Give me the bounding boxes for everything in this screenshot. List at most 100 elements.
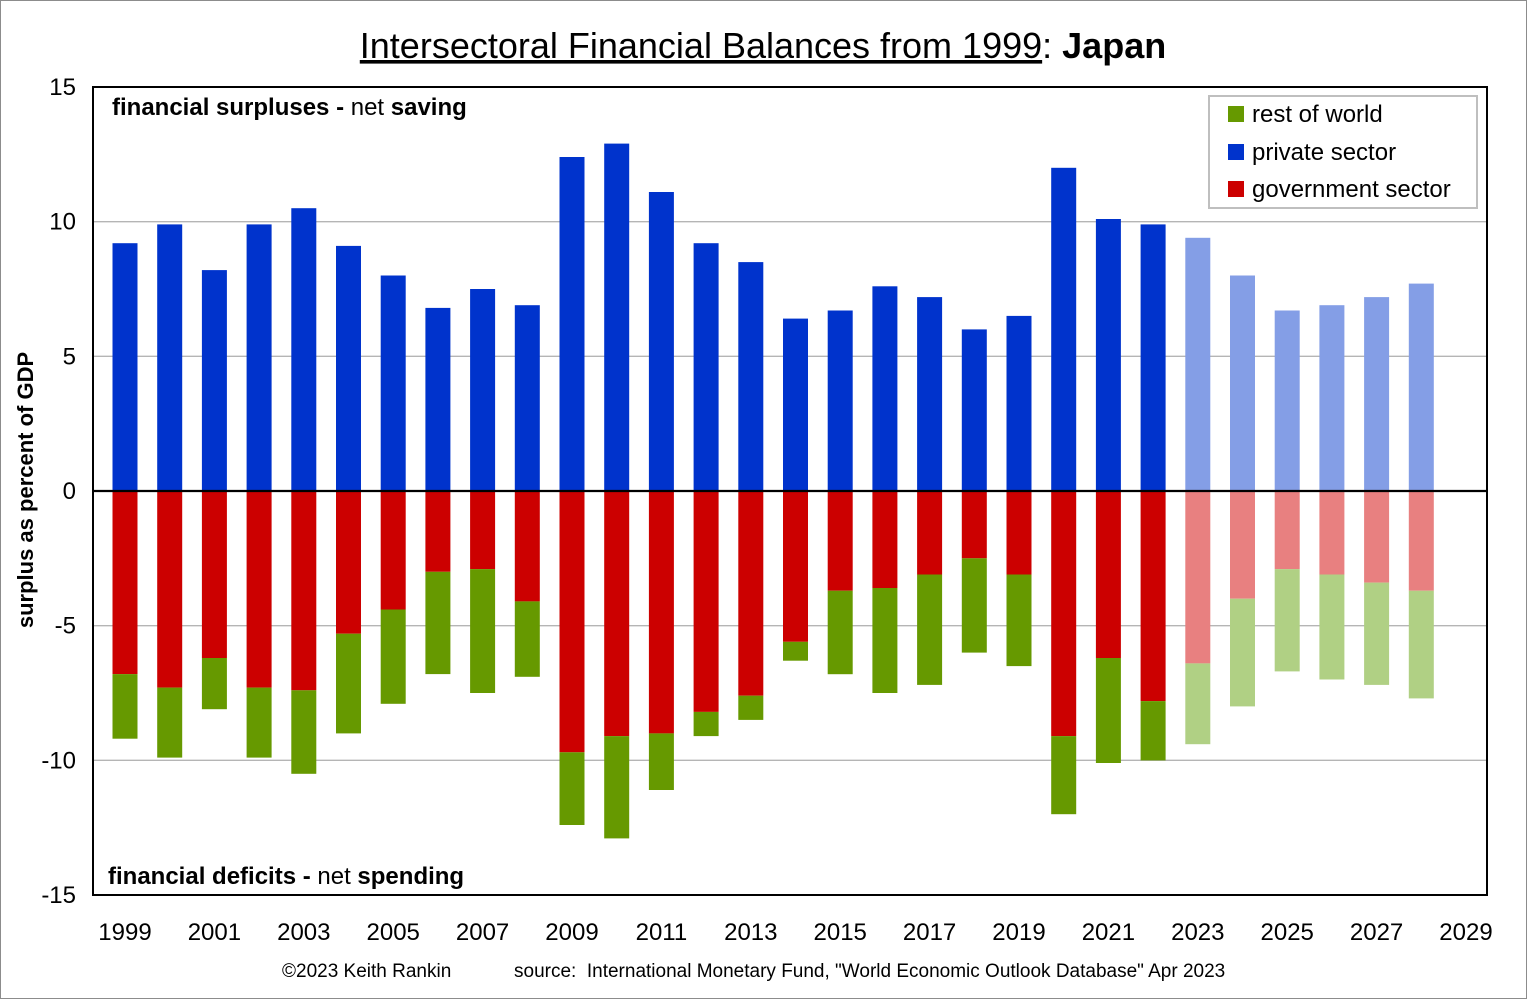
legend-label-private-sector: private sector [1252, 139, 1396, 166]
bar-government-sector-2023 [1185, 491, 1211, 664]
bar-government-sector-2000 [157, 491, 183, 688]
bar-rest-of-world-2003 [291, 690, 317, 774]
footer-source: source: International Monetary Fund, "Wo… [514, 961, 1225, 982]
y-tick-label: 10 [49, 209, 76, 236]
x-tick-label: 2007 [456, 919, 509, 946]
bar-private-sector-2012 [693, 243, 719, 491]
bar-private-sector-2010 [604, 143, 630, 491]
bar-rest-of-world-2015 [827, 590, 853, 675]
annotation-top-dash: - [329, 94, 350, 121]
bar-rest-of-world-2000 [157, 687, 183, 758]
x-tick-label: 2023 [1171, 919, 1224, 946]
bar-government-sector-2019 [1006, 491, 1032, 575]
annotation-bottom-plain: net [317, 863, 357, 890]
y-tick-labels: 15 10 5 0 -5 -10 -15 [41, 74, 76, 909]
bar-rest-of-world-2016 [872, 588, 898, 693]
legend-swatch-government-sector [1228, 181, 1244, 197]
bar-private-sector-2005 [380, 275, 406, 491]
bar-rest-of-world-2005 [380, 609, 406, 704]
annotation-bottom-bold2: spending [357, 863, 464, 890]
bar-government-sector-2027 [1364, 491, 1390, 583]
x-tick-label: 2013 [724, 919, 777, 946]
bar-government-sector-2021 [1095, 491, 1121, 658]
bar-government-sector-2028 [1408, 491, 1434, 591]
bar-government-sector-1999 [112, 491, 138, 675]
x-tick-label: 2001 [188, 919, 241, 946]
bar-private-sector-2027 [1364, 297, 1390, 491]
bar-rest-of-world-2006 [425, 571, 451, 675]
bar-private-sector-2003 [291, 208, 317, 491]
bar-rest-of-world-2019 [1006, 574, 1032, 667]
bar-government-sector-2001 [201, 491, 227, 658]
bar-rest-of-world-2028 [1408, 590, 1434, 699]
y-tick-label: -15 [41, 882, 76, 909]
annotation-top-bold2: saving [391, 94, 467, 121]
bar-government-sector-2009 [559, 491, 585, 753]
bar-rest-of-world-2002 [246, 687, 272, 758]
bar-private-sector-2011 [648, 192, 674, 491]
bar-rest-of-world-2011 [648, 733, 674, 790]
bar-private-sector-2022 [1140, 224, 1166, 491]
bar-government-sector-2015 [827, 491, 853, 591]
annotation-top-plain: net [351, 94, 391, 121]
x-tick-label: 2005 [367, 919, 420, 946]
y-tick-label: -10 [41, 747, 76, 774]
bar-rest-of-world-2027 [1364, 582, 1390, 685]
legend-label-government-sector: government sector [1252, 176, 1451, 203]
bar-rest-of-world-2023 [1185, 663, 1211, 745]
x-tick-label: 2009 [545, 919, 598, 946]
bar-rest-of-world-2024 [1230, 598, 1255, 707]
bar-government-sector-2007 [470, 491, 496, 570]
bar-government-sector-2006 [425, 491, 451, 572]
bar-rest-of-world-2012 [693, 711, 719, 737]
bar-private-sector-2014 [783, 318, 808, 491]
bar-government-sector-2002 [246, 491, 272, 688]
y-tick-label: -5 [55, 613, 76, 640]
bar-government-sector-2026 [1319, 491, 1345, 575]
bar-government-sector-2022 [1140, 491, 1166, 702]
x-tick-label: 2027 [1350, 919, 1403, 946]
bar-government-sector-2011 [648, 491, 674, 734]
bar-government-sector-2012 [693, 491, 719, 712]
bar-rest-of-world-2026 [1319, 574, 1345, 680]
bar-government-sector-2025 [1274, 491, 1300, 570]
bar-private-sector-2007 [470, 289, 496, 491]
bar-government-sector-2003 [291, 491, 317, 691]
legend-swatch-private-sector [1228, 144, 1244, 160]
bar-private-sector-2025 [1274, 310, 1300, 491]
title-text: Intersectoral Financial Balances from 19… [360, 25, 1042, 66]
bar-private-sector-2015 [827, 310, 853, 491]
bar-rest-of-world-2025 [1274, 569, 1300, 672]
bar-rest-of-world-2014 [783, 641, 808, 661]
bar-private-sector-2023 [1185, 237, 1211, 491]
bar-rest-of-world-2008 [514, 601, 540, 677]
y-tick-label: 5 [63, 343, 76, 370]
x-tick-label: 2015 [814, 919, 867, 946]
x-tick-label: 2011 [636, 919, 688, 946]
bar-rest-of-world-2001 [201, 658, 227, 710]
legend-box [1208, 95, 1478, 209]
bar-private-sector-1999 [112, 243, 138, 491]
annotation-bottom-bold1: financial deficits [108, 863, 296, 890]
x-tick-label: 2017 [903, 919, 956, 946]
bar-government-sector-2004 [336, 491, 361, 634]
bar-government-sector-2010 [604, 491, 630, 737]
bar-government-sector-2024 [1230, 491, 1255, 599]
bar-rest-of-world-1999 [112, 674, 138, 739]
bar-rest-of-world-2010 [604, 736, 630, 839]
bar-private-sector-2009 [559, 157, 585, 491]
title-country: Japan [1062, 25, 1166, 66]
bar-private-sector-2004 [336, 245, 361, 491]
annotation-deficits: financial deficits - net spending [108, 863, 464, 890]
title-separator: : [1042, 25, 1062, 66]
y-tick-label: 15 [49, 74, 76, 101]
bar-private-sector-2000 [157, 224, 183, 491]
bar-private-sector-2018 [961, 329, 987, 491]
bar-private-sector-2002 [246, 224, 272, 491]
bar-government-sector-2013 [738, 491, 764, 696]
x-tick-label: 2021 [1082, 919, 1135, 946]
x-tick-label: 2029 [1439, 919, 1492, 946]
x-tick-label: 1999 [98, 919, 151, 946]
bar-government-sector-2016 [872, 491, 898, 588]
